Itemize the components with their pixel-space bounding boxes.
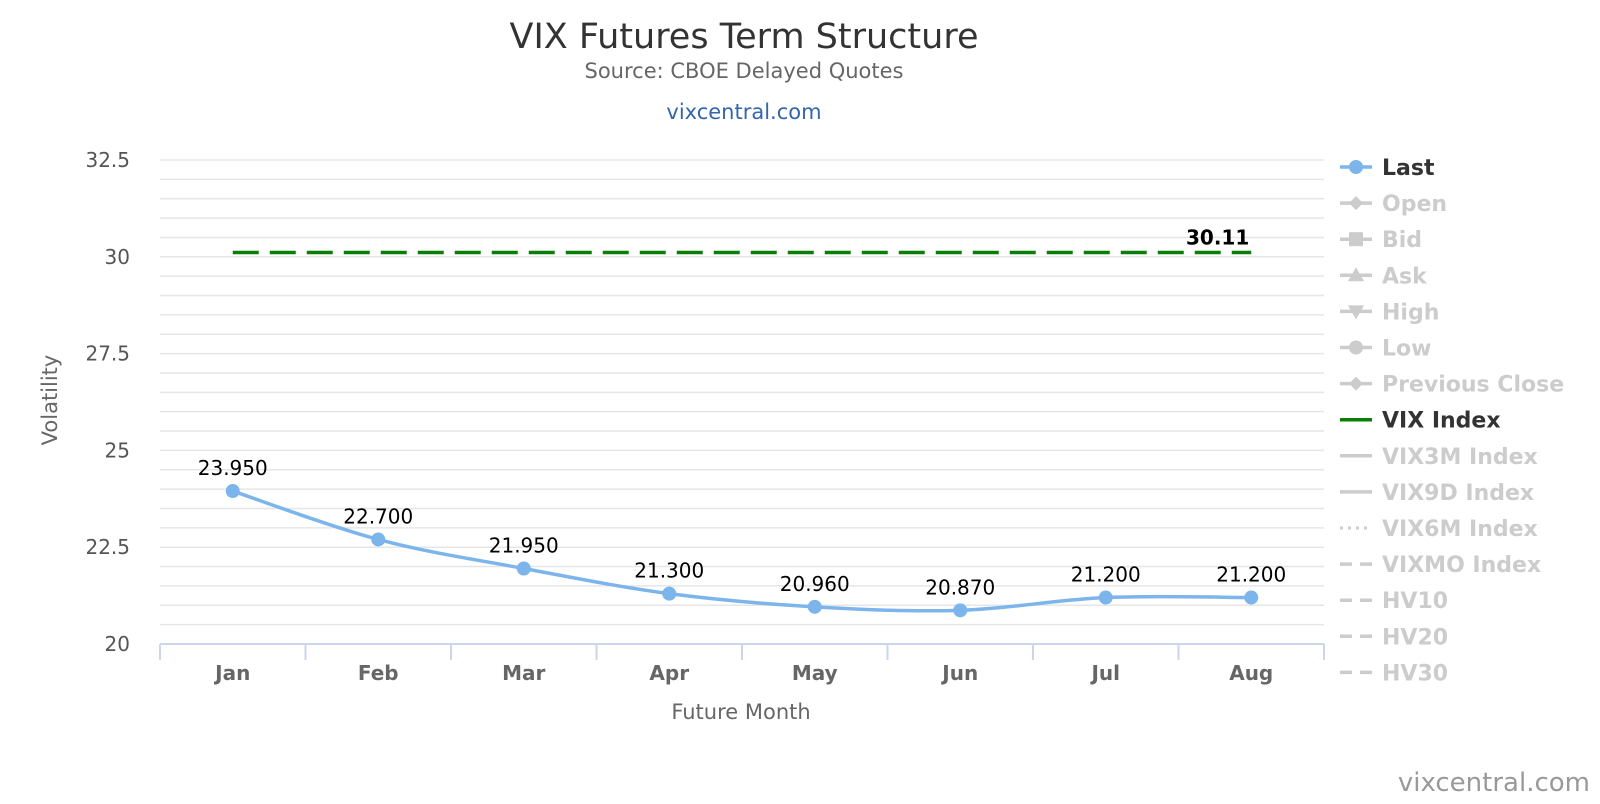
y-tick-label: 32.5 [85,148,130,172]
last-series-line [232,489,1252,613]
last-data-label: 20.870 [925,575,995,599]
legend-label: VIX9D Index [1382,481,1534,506]
x-tick-label: Feb [358,661,399,685]
chart-title: VIX Futures Term Structure [510,17,979,57]
y-tick-label: 30 [105,245,130,269]
last-data-point[interactable] [807,599,822,614]
legend-circle-marker [1349,340,1363,355]
last-data-label: 23.950 [198,456,268,480]
legend-circle-marker [1349,160,1363,174]
legend-label: HV10 [1382,589,1448,614]
legend-item[interactable]: HV20 [1340,625,1448,650]
legend-label: VIX6M Index [1382,517,1538,542]
y-tick-label: 25 [105,438,130,462]
chart-subtitle: Source: CBOE Delayed Quotes [585,59,904,83]
last-data-label: 21.950 [489,533,559,557]
last-data-point[interactable] [1244,590,1259,605]
legend-item[interactable]: HV30 [1340,661,1448,686]
x-axis-title: Future Month [671,700,810,724]
legend-item[interactable]: VIX3M Index [1340,445,1538,470]
vix-index-label: 30.11 [1186,226,1249,250]
x-tick-label: Apr [649,661,689,685]
legend-triangle-marker [1348,267,1364,282]
y-tick-label: 22.5 [85,535,130,559]
legend-item[interactable]: Previous Close [1340,373,1564,398]
legend-label: Last [1382,156,1435,181]
legend-label: High [1382,300,1439,325]
legend-item[interactable]: VIX9D Index [1340,481,1534,506]
last-data-point[interactable] [1098,590,1113,605]
legend-item[interactable]: Low [1340,337,1431,362]
legend-label: Ask [1382,264,1428,289]
legend-item[interactable]: VIX6M Index [1340,517,1538,542]
legend-item[interactable]: Open [1340,192,1447,217]
legend-label: Low [1382,337,1431,362]
legend-label: VIX Index [1382,409,1501,434]
legend-item[interactable]: Last [1340,156,1435,181]
legend-label: VIX3M Index [1382,445,1538,470]
legend-item[interactable]: VIXMO Index [1340,553,1541,578]
x-tick-label: Jun [940,661,978,685]
legend-label: Open [1382,192,1447,217]
last-data-label: 21.200 [1216,563,1286,587]
legend-item[interactable]: HV10 [1340,589,1448,614]
legend-item[interactable]: Ask [1340,264,1428,289]
legend-item[interactable]: VIX Index [1340,409,1501,434]
legend-item[interactable]: Bid [1340,228,1422,253]
last-data-point[interactable] [516,561,531,576]
x-tick-label: May [792,661,838,685]
last-data-label: 20.960 [780,572,850,596]
last-data-point[interactable] [225,484,240,499]
legend-triangle-down-marker [1348,305,1364,320]
last-data-point[interactable] [662,586,677,601]
legend-label: Previous Close [1382,373,1564,398]
legend-label: HV30 [1382,661,1448,686]
x-tick-label: Jan [213,661,250,685]
x-axis: Jan Feb Mar Apr May Jun Jul Aug [159,643,1325,685]
legend-diamond-marker [1349,196,1363,211]
x-tick-label: Mar [502,661,545,685]
credit-link[interactable]: vixcentral.com [1398,768,1590,798]
last-data-point[interactable] [371,532,386,547]
series-layer: 30.11 23.950 22.700 21.950 21.300 20.960 20.87… [198,226,1286,618]
last-data-label: 21.300 [634,559,704,583]
legend: Last Open Bid Ask High Low Previous Close VIX I… [1340,156,1564,686]
last-data-point[interactable] [953,603,968,618]
source-link[interactable]: vixcentral.com [666,100,821,124]
y-tick-label: 27.5 [85,342,130,366]
legend-label: HV20 [1382,625,1448,650]
last-data-label: 22.700 [343,504,413,528]
y-axis: 20 22.5 25 27.5 30 32.5 [85,148,130,656]
y-axis-title: Volatility [38,355,62,446]
last-data-label: 21.200 [1071,563,1141,587]
x-tick-label: Aug [1229,661,1273,685]
legend-square-marker [1349,232,1363,247]
grid-lines [160,159,1324,645]
legend-label: VIXMO Index [1382,553,1541,578]
legend-label: Bid [1382,228,1422,253]
legend-item[interactable]: High [1340,300,1439,325]
y-tick-label: 20 [105,632,130,656]
x-tick-label: Jul [1089,661,1120,685]
legend-diamond-marker [1349,376,1363,391]
